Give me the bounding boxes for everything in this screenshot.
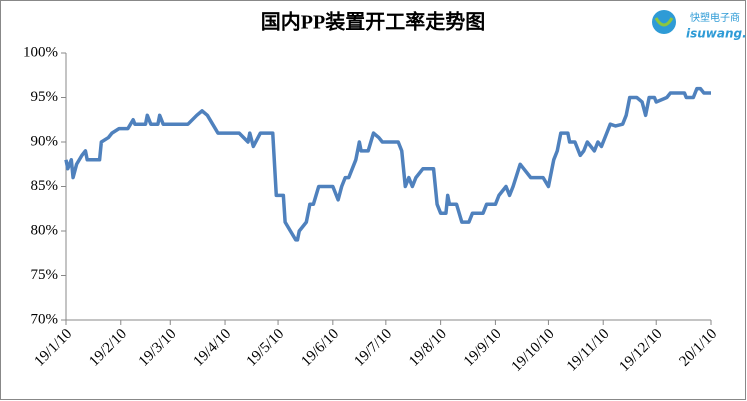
- watermark: 快塑电子商: [690, 11, 740, 24]
- y-tick-label: 100%: [23, 44, 58, 60]
- y-tick-label: 70%: [31, 311, 59, 327]
- logo-icon: [652, 10, 676, 34]
- logo: 快塑电子商 isuwang.c: [652, 10, 747, 41]
- line-series: [64, 86, 711, 242]
- y-tick-label: 80%: [31, 222, 59, 238]
- watermark: isuwang.c: [686, 27, 747, 41]
- y-tick-label: 90%: [31, 133, 59, 149]
- y-tick-label: 95%: [31, 89, 59, 105]
- logo-swoosh: [654, 17, 674, 27]
- y-tick-label: 75%: [31, 267, 59, 283]
- y-tick-label: 85%: [31, 178, 59, 194]
- chart-title: 国内PP装置开工率走势图: [261, 10, 485, 34]
